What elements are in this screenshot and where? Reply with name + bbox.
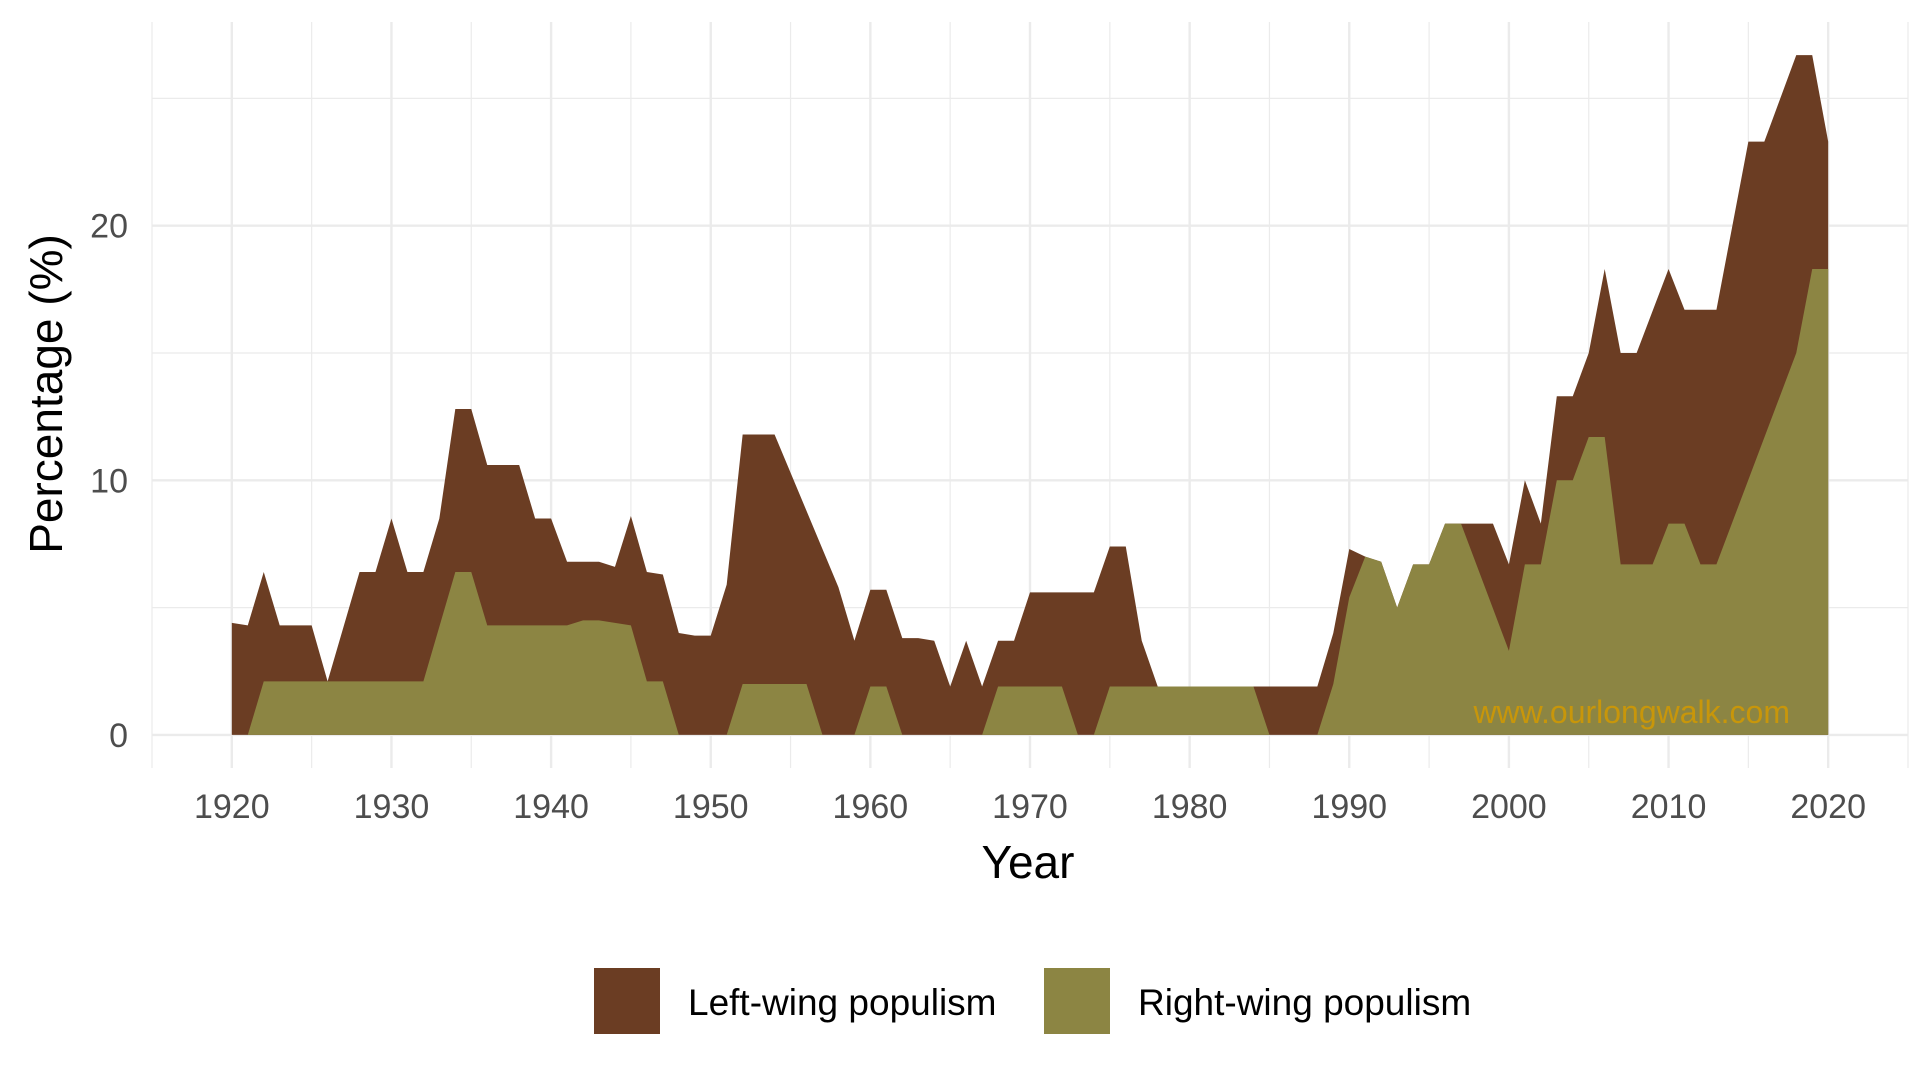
y-tick-label: 0 xyxy=(109,717,128,755)
x-tick-label: 1950 xyxy=(673,788,749,826)
x-tick-label: 2000 xyxy=(1471,788,1547,826)
legend: Left-wing populism Right-wing populism xyxy=(594,968,1471,1034)
legend-label-left-wing: Left-wing populism xyxy=(688,982,996,1023)
legend-swatch-right-wing xyxy=(1044,968,1110,1034)
x-axis-ticks: 1920 1930 1940 1950 1960 1970 1980 1990 2000 2010… xyxy=(194,788,1866,826)
legend-swatch-left-wing xyxy=(594,968,660,1034)
x-tick-label: 1920 xyxy=(194,788,270,826)
x-tick-label: 2010 xyxy=(1631,788,1707,826)
x-axis-title: Year xyxy=(982,836,1075,888)
legend-label-right-wing: Right-wing populism xyxy=(1138,982,1471,1023)
x-tick-label: 1970 xyxy=(992,788,1068,826)
x-tick-label: 1930 xyxy=(354,788,430,826)
y-axis-ticks: 0 10 20 xyxy=(90,208,128,755)
y-tick-label: 20 xyxy=(90,208,128,246)
area-right-wing-populism xyxy=(231,268,1829,735)
area-series xyxy=(231,55,1829,735)
x-tick-label: 1940 xyxy=(513,788,589,826)
y-axis-title: Percentage (%) xyxy=(20,234,72,554)
x-tick-label: 1980 xyxy=(1152,788,1228,826)
x-tick-label: 1990 xyxy=(1311,788,1387,826)
y-tick-label: 10 xyxy=(90,462,128,500)
watermark-text: www.ourlongwalk.com xyxy=(1472,694,1790,730)
x-tick-label: 2020 xyxy=(1790,788,1866,826)
x-tick-label: 1960 xyxy=(833,788,909,826)
